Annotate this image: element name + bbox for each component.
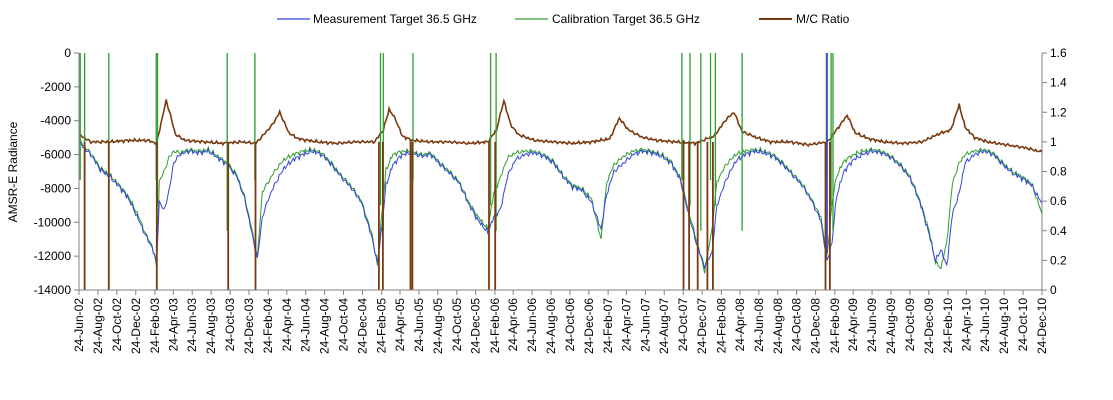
y-left-tick-label: -6000 [40,148,71,162]
x-tick-label: 24-Aug-10 [997,298,1011,354]
y-right-tick-label: 1.4 [1050,76,1067,90]
x-tick-label: 24-Dec-04 [356,298,370,354]
x-tick-label: 24-Apr-06 [506,298,520,352]
y-right-tick-label: 1.2 [1050,105,1067,119]
x-tick-label: 24-Apr-04 [280,298,294,352]
x-tick-label: 24-Aug-09 [884,298,898,354]
x-tick-label: 24-Jun-09 [865,298,879,352]
series-layer [79,53,1042,290]
y-right-tick-label: 0.2 [1050,253,1067,267]
y-left-tick-label: -14000 [34,283,72,297]
x-tick-label: 24-Oct-06 [563,298,577,352]
x-tick-label: 24-Apr-08 [733,298,747,352]
x-tick-label: 24-Apr-05 [393,298,407,352]
series-line-measurement [79,140,1042,269]
x-tick-label: 24-Jun-02 [72,298,86,352]
y-right-tick-label: 0.4 [1050,224,1067,238]
x-tick-label: 24-Oct-05 [450,298,464,352]
y-right-tick-label: 1.6 [1050,46,1067,60]
y-left-tick-label: 0 [64,46,71,60]
legend-label-calibration: Calibration Target 36.5 GHz [552,12,700,26]
x-tick-label: 24-Jun-10 [978,298,992,352]
x-tick-label: 24-Aug-05 [431,298,445,354]
legend-label-measurement: Measurement Target 36.5 GHz [313,12,477,26]
x-tick-label: 24-Oct-02 [110,298,124,352]
x-tick-label: 24-Oct-03 [223,298,237,352]
x-tick-label: 24-Feb-04 [261,298,275,354]
x-tick-label: 24-Feb-06 [488,298,502,354]
y-right-tick-label: 0 [1050,283,1057,297]
x-tick-label: 24-Dec-05 [469,298,483,354]
x-tick-label: 24-Oct-07 [676,298,690,352]
x-tick-label: 24-Dec-03 [242,298,256,354]
x-tick-label: 24-Feb-09 [828,298,842,354]
x-tick-label: 24-Dec-02 [129,298,143,354]
x-tick-label: 24-Aug-03 [204,298,218,354]
x-tick-label: 24-Feb-10 [941,298,955,354]
x-tick-label: 24-Dec-06 [582,298,596,354]
y-left-tick-label: -2000 [40,80,71,94]
x-tick-label: 24-Dec-10 [1035,298,1049,354]
series-line-calibration [79,138,1042,274]
y-left-tick-label: -12000 [34,249,72,263]
x-tick-label: 24-Dec-09 [922,298,936,354]
x-tick-label: 24-Feb-03 [148,298,162,354]
axes-layer: 0 -2000 -4000 -6000 -8000 -10000 -12000 -14000 0… [34,46,1067,354]
y-left-tick-label: -10000 [34,215,72,229]
x-tick-label: 24-Feb-08 [714,298,728,354]
y-right-tick-label: 0.6 [1050,194,1067,208]
series-line-ratio [79,98,1042,153]
legend-label-ratio: M/C Ratio [796,12,850,26]
x-tick-label: 24-Jun-05 [412,298,426,352]
x-tick-label: 24-Apr-10 [959,298,973,352]
x-tick-label: 24-Jun-03 [185,298,199,352]
x-tick-label: 24-Feb-07 [601,298,615,354]
y-right-tick-label: 0.8 [1050,165,1067,179]
x-tick-label: 24-Oct-08 [790,298,804,352]
y-left-tick-label: -8000 [40,181,71,195]
x-tick-label: 24-Jun-04 [299,298,313,352]
x-tick-label: 24-Aug-07 [657,298,671,354]
y-left-tick-label: -4000 [40,114,71,128]
x-tick-label: 24-Apr-07 [619,298,633,352]
x-tick-label: 24-Feb-05 [375,298,389,354]
x-tick-label: 24-Oct-09 [903,298,917,352]
x-tick-label: 24-Aug-04 [318,298,332,354]
y-right-tick-label: 1 [1050,135,1057,149]
x-tick-label: 24-Apr-09 [846,298,860,352]
y-axis-title: AMSR-E Radiance [6,121,20,222]
x-tick-label: 24-Aug-06 [544,298,558,354]
x-tick-label: 24-Dec-07 [695,298,709,354]
x-tick-label: 24-Aug-02 [91,298,105,354]
x-tick-label: 24-Oct-04 [337,298,351,352]
x-tick-label: 24-Apr-03 [166,298,180,352]
x-tick-label: 24-Oct-10 [1016,298,1030,352]
x-tick-label: 24-Jun-08 [752,298,766,352]
x-tick-label: 24-Dec-08 [809,298,823,354]
x-tick-label: 24-Jun-07 [638,298,652,352]
x-tick-label: 24-Aug-08 [771,298,785,354]
x-tick-label: 24-Jun-06 [525,298,539,352]
legend: Measurement Target 36.5 GHz Calibration … [277,12,850,26]
